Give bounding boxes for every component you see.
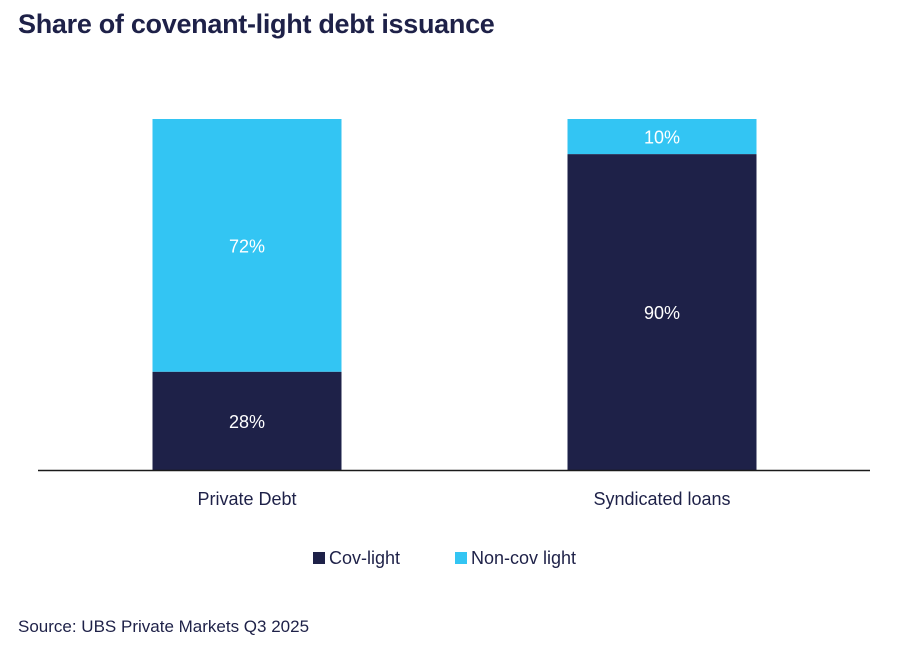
data-label-private-debt-non-cov-light: 72% (229, 236, 265, 256)
bar-syndicated-loans-cov-light (567, 154, 757, 470)
bar-syndicated-loans-non-cov-light (567, 119, 757, 155)
source-note: Source: UBS Private Markets Q3 2025 (18, 617, 310, 636)
category-label-syndicated-loans: Syndicated loans (593, 489, 730, 509)
bar-private-debt-cov-light (152, 371, 342, 470)
bar-private-debt-non-cov-light (152, 119, 342, 372)
legend-swatch-non-cov-light (455, 552, 467, 564)
data-label-private-debt-cov-light: 28% (229, 412, 265, 432)
legend-label-non-cov-light: Non-cov light (471, 548, 576, 568)
legend-label-cov-light: Cov-light (329, 548, 400, 568)
chart-title: Share of covenant-light debt issuance (18, 9, 495, 39)
data-label-syndicated-loans-non-cov-light: 10% (644, 128, 680, 148)
stacked-bar-chart: 28% 72% Private Debt 90% 10% Syndicated loans… (38, 119, 870, 568)
category-label-private-debt: Private Debt (197, 489, 296, 509)
legend-swatch-cov-light (313, 552, 325, 564)
data-label-syndicated-loans-cov-light: 90% (644, 303, 680, 323)
